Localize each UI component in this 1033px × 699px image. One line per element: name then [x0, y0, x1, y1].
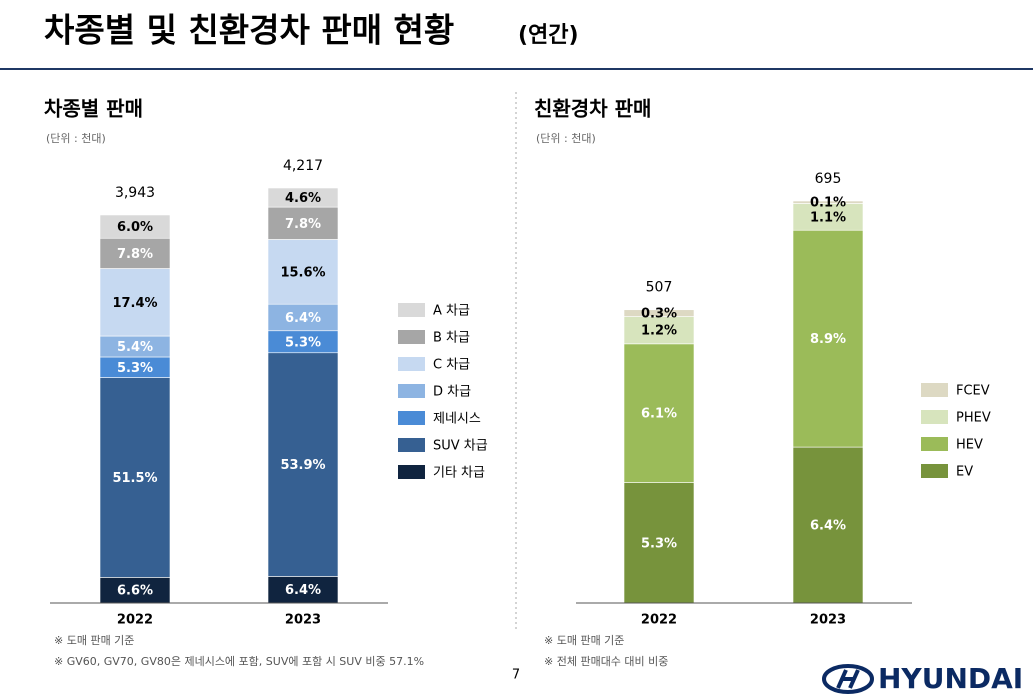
chart-title: 친환경차 판매 [534, 97, 651, 121]
segment-label: 7.8% [117, 247, 153, 262]
bar-segment [792, 446, 864, 604]
x-tick-label: 2023 [810, 613, 846, 628]
chart-title: 차종별 판매 [44, 97, 143, 121]
segment-label: 4.6% [285, 191, 321, 206]
legend-swatch [398, 330, 425, 344]
legend-swatch [398, 411, 425, 425]
bar-segment [623, 482, 695, 604]
bar-segment [99, 577, 171, 604]
footnote: ※ 도매 판매 기준 [544, 634, 624, 647]
bar-segment [792, 200, 864, 204]
legend-swatch [921, 464, 948, 478]
legend-swatch [398, 357, 425, 371]
bar-segment [792, 203, 864, 231]
bar-segment [623, 316, 695, 345]
legend-label: FCEV [956, 384, 990, 399]
segment-label: 6.6% [117, 584, 153, 599]
bar-segment [267, 303, 339, 332]
segment-label: 17.4% [112, 296, 157, 311]
bar-segment [267, 206, 339, 240]
x-tick-label: 2022 [117, 613, 153, 628]
segment-label: 1.1% [810, 210, 846, 225]
legend-label: EV [956, 465, 973, 480]
bar-segment [623, 309, 695, 317]
segment-label: 6.4% [810, 519, 846, 534]
slide-title: 차종별 및 친환경차 판매 현황 [44, 11, 454, 50]
footnote: ※ 전체 판매대수 대비 비중 [544, 655, 668, 668]
segment-label: 5.3% [641, 536, 677, 551]
segment-label: 6.4% [285, 311, 321, 326]
legend-swatch [921, 410, 948, 424]
legend-label: 제네시스 [433, 412, 481, 427]
logo-h [836, 669, 860, 689]
legend-label: SUV 차급 [433, 439, 488, 454]
segment-label: 51.5% [112, 471, 157, 486]
unit-label: (단위 : 천대) [536, 131, 596, 145]
segment-label: 7.8% [285, 217, 321, 232]
x-tick-label: 2022 [641, 613, 677, 628]
legend-label: C 차급 [433, 358, 470, 373]
page-number: 7 [512, 668, 520, 683]
segment-label: 0.1% [810, 196, 846, 211]
logo: HYUNDAI [822, 662, 1023, 695]
total-label: 695 [815, 171, 842, 187]
bar-segment [792, 229, 864, 448]
legend-label: D 차급 [433, 385, 471, 400]
logo-emblem [822, 664, 874, 694]
legend-label: B 차급 [433, 331, 470, 346]
segment-label: 0.3% [641, 307, 677, 322]
footnote: ※ GV60, GV70, GV80은 제네시스에 포함, SUV에 포함 시 … [54, 655, 424, 668]
bar-segment [267, 187, 339, 208]
footnote: ※ 도매 판매 기준 [54, 634, 134, 647]
total-label: 3,943 [115, 185, 155, 201]
legend-swatch [921, 437, 948, 451]
bar-segment [623, 343, 695, 483]
legend-swatch [398, 438, 425, 452]
total-label: 507 [646, 280, 673, 296]
segment-label: 53.9% [280, 458, 325, 473]
segment-label: 6.1% [641, 407, 677, 422]
legend-swatch [398, 303, 425, 317]
legend-label: A 차급 [433, 304, 470, 319]
logo-text: HYUNDAI [878, 662, 1023, 695]
segment-label: 5.4% [117, 340, 153, 355]
segment-label: 6.4% [285, 583, 321, 598]
total-label: 4,217 [283, 158, 323, 174]
segment-label: 5.3% [117, 361, 153, 376]
slide-subtitle: (연간) [518, 23, 579, 48]
segment-label: 8.9% [810, 332, 846, 347]
legend-swatch [921, 383, 948, 397]
segment-label: 6.0% [117, 220, 153, 235]
legend-label: PHEV [956, 411, 991, 426]
unit-label: (단위 : 천대) [46, 131, 106, 145]
legend-swatch [398, 384, 425, 398]
bar-segment [267, 239, 339, 305]
segment-label: 15.6% [280, 265, 325, 280]
segment-label: 5.3% [285, 335, 321, 350]
legend-label: HEV [956, 438, 983, 453]
legend-label: 기타 차급 [433, 466, 485, 481]
x-tick-label: 2023 [285, 613, 321, 628]
legend-swatch [398, 465, 425, 479]
segment-label: 1.2% [641, 324, 677, 339]
bar-segment [99, 214, 171, 239]
bar-segment [99, 377, 171, 578]
